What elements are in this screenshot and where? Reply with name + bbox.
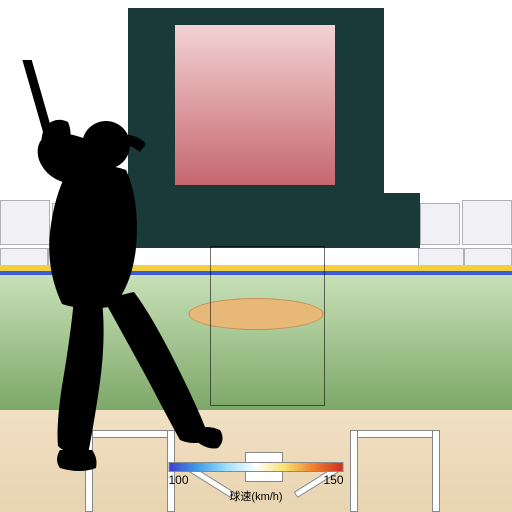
stand-box (420, 203, 460, 245)
stand-box (464, 248, 512, 266)
batter-box-line (350, 430, 358, 512)
batter-box-line (432, 430, 440, 512)
legend-tick-max: 150 (323, 473, 343, 487)
pitch-chart-stage: 100 150 球速(km/h) (0, 0, 512, 512)
stand-box (462, 200, 512, 245)
legend-ticks: 100 150 (169, 473, 344, 487)
legend-label: 球速(km/h) (169, 488, 344, 504)
batter-box-line (350, 430, 440, 438)
batter-silhouette (8, 60, 238, 500)
speed-legend: 100 150 球速(km/h) (169, 462, 344, 504)
legend-tick-min: 100 (169, 473, 189, 487)
legend-gradient-bar (169, 462, 344, 472)
stand-box (418, 248, 464, 266)
